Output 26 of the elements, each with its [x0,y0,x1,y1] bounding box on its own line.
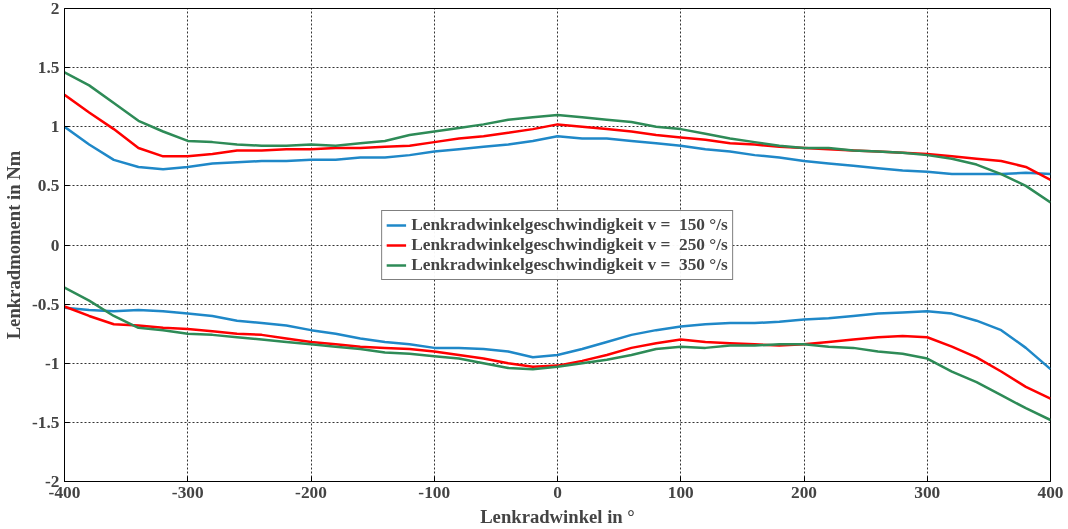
line-series [64,125,1051,176]
y-tick-label: -1 [45,353,60,373]
y-tick-label: -0.5 [32,294,60,314]
x-tick-label: 400 [1037,482,1064,502]
x-tick-label: -200 [295,482,327,502]
x-tick-label: 300 [914,482,941,502]
x-tick-label: -300 [171,482,204,502]
line-series [64,286,1051,422]
x-tick-label: 100 [667,482,694,502]
x-tick-label: 0 [553,482,562,502]
y-axis-title: Lenkradmoment in Nm [3,150,25,340]
y-tick-label: 2 [50,0,60,18]
y-tick-label: -1.5 [32,412,60,432]
line-series [64,305,1051,400]
legend-label: Lenkradwinkelgeschwindigkeit v = 150 °/s [411,214,728,235]
y-tick-label: 1.5 [37,58,60,78]
x-tick-label: -100 [418,482,451,502]
line-series [64,306,1051,371]
x-tick-label: 200 [791,482,817,502]
y-tick-label: 0 [50,235,60,255]
legend-label: Lenkradwinkelgeschwindigkeit v = 250 °/s [411,234,728,255]
legend-label: Lenkradwinkelgeschwindigkeit v = 350 °/s [411,254,728,275]
x-axis-title: Lenkradwinkel in ° [480,505,635,527]
y-tick-label: 1 [50,117,60,137]
line-series [64,71,1051,204]
y-tick-label: 0.5 [37,176,60,196]
